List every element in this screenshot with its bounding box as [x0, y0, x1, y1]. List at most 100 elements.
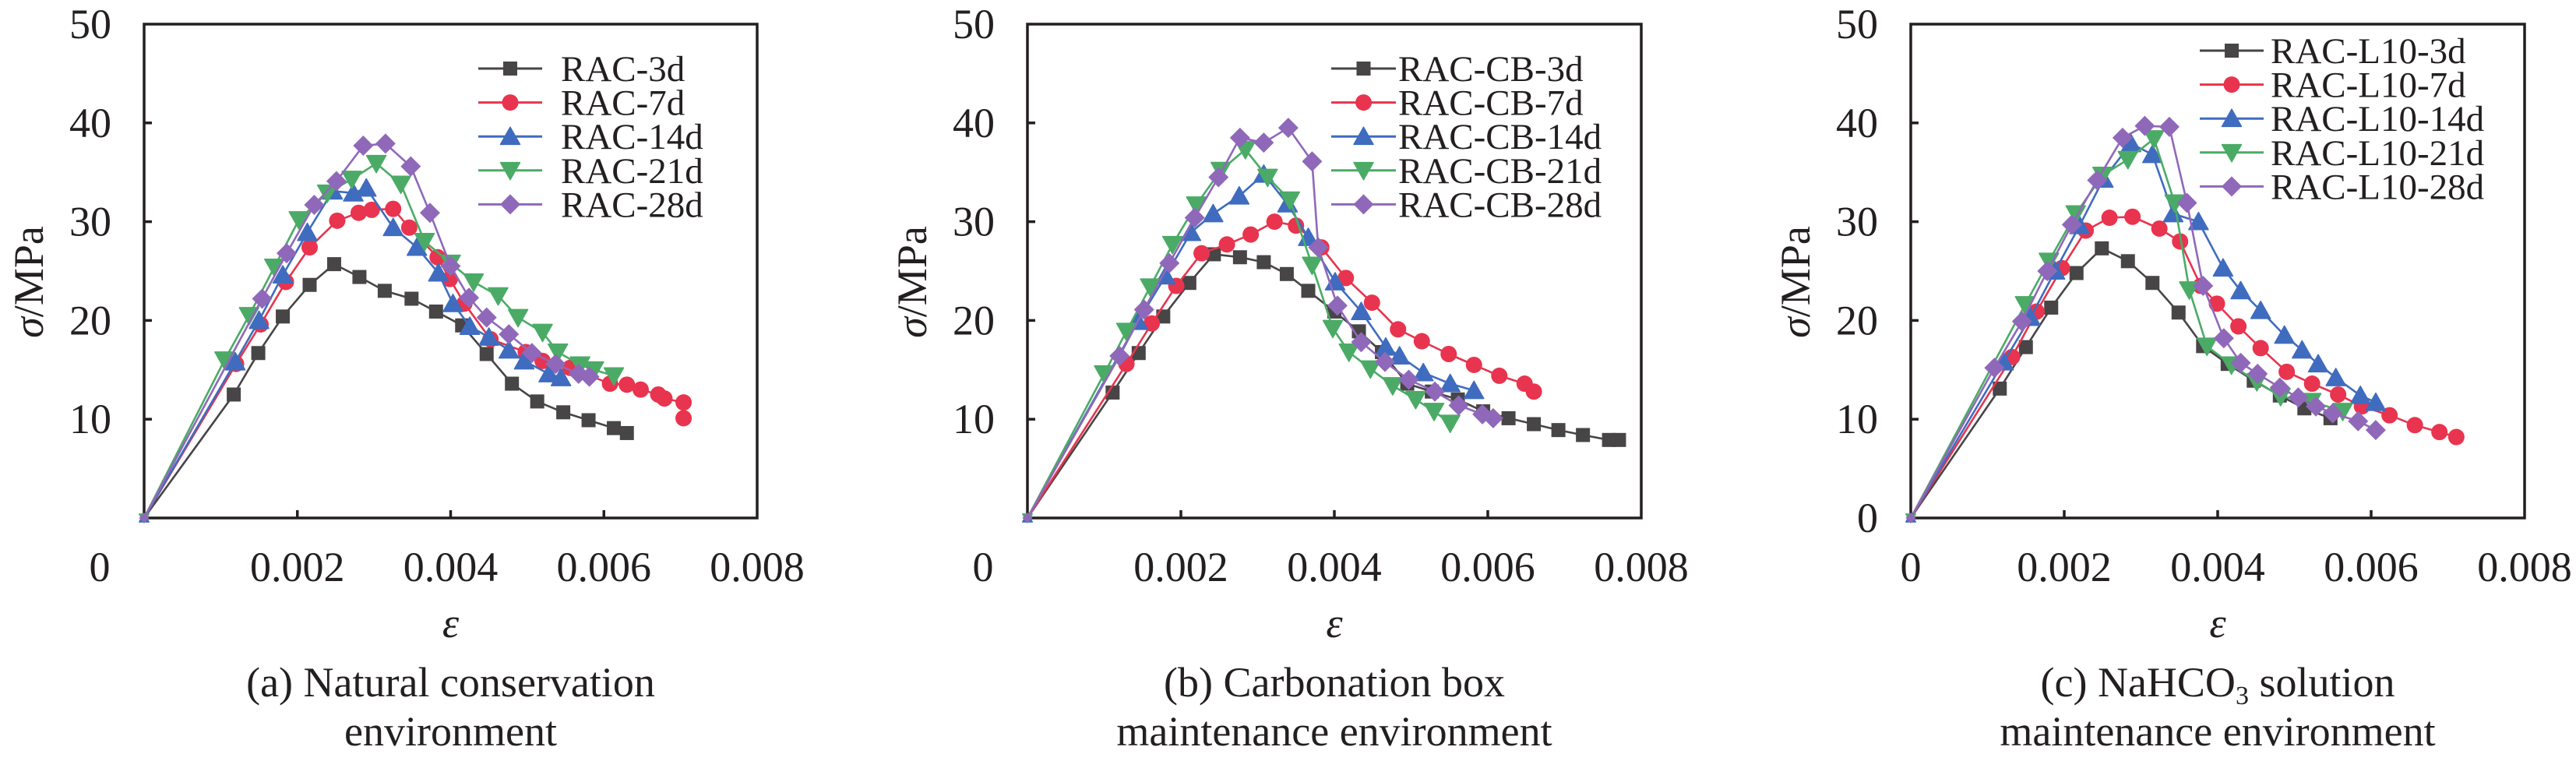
data-point-rac-l10-28d — [2348, 410, 2369, 432]
data-point-rac-14d — [272, 265, 294, 284]
y-axis-label: σ/MPa — [5, 226, 52, 338]
data-point-rac-cb-14d — [1203, 203, 1224, 223]
data-point-rac-cb-21d — [1338, 344, 1359, 362]
data-point-rac-cb-7d — [1465, 356, 1482, 373]
legend-label: RAC-CB-21d — [1398, 151, 1602, 192]
data-point-rac-cb-28d — [1253, 132, 1274, 153]
y-tick-label: 0 — [1857, 495, 1878, 541]
legend-label: RAC-L10-14d — [2271, 99, 2484, 139]
y-axis-symbol: σ — [5, 315, 52, 338]
data-point-rac-3d — [352, 270, 367, 284]
y-tick-label: 10 — [953, 396, 995, 442]
series-line-rac-28d — [143, 143, 590, 520]
legend-entry: RAC-L10-7d — [2200, 65, 2466, 106]
data-point-rac-l10-7d — [2230, 318, 2247, 335]
data-point-rac-3d — [251, 346, 266, 361]
data-point-rac-21d — [507, 308, 529, 328]
data-point-rac-cb-3d — [1501, 410, 1516, 425]
data-point-rac-cb-3d — [1612, 432, 1626, 447]
data-point-rac-cb-7d — [1144, 315, 1161, 332]
data-point-rac-cb-7d — [1242, 226, 1260, 243]
panel-caption-line1: (c) NaHCO3 solution — [2041, 659, 2395, 710]
y-tick-label: 50 — [69, 1, 111, 48]
legend-marker-square — [1356, 62, 1371, 76]
legend-label: RAC-CB-28d — [1398, 185, 1602, 225]
legend-marker-diamond — [500, 194, 520, 215]
data-point-rac-28d — [440, 255, 461, 277]
legend-marker-diamond — [1353, 194, 1374, 215]
data-point-rac-l10-14d — [2349, 386, 2371, 404]
data-point-rac-cb-28d — [1133, 299, 1154, 320]
legend-marker-square — [2225, 44, 2239, 58]
series-rac-3d — [140, 257, 634, 522]
data-point-rac-7d — [429, 248, 446, 266]
chart-panel-b: 10 20 30 40 50 0 0.002 0.004 0.006 0.008 ε σ/MPa (b)… — [889, 1, 1689, 755]
series-rac-cb-28d — [1022, 118, 1503, 523]
data-point-rac-l10-7d — [2124, 208, 2141, 225]
data-point-rac-cb-7d — [1193, 245, 1210, 262]
series-rac-l10-28d — [1905, 115, 2386, 523]
data-point-rac-cb-7d — [1413, 333, 1430, 350]
data-point-rac-7d — [632, 381, 649, 398]
data-point-rac-21d — [532, 323, 553, 343]
legend-entry: RAC-3d — [478, 49, 685, 90]
data-point-rac-l10-7d — [2431, 424, 2448, 441]
data-point-rac-28d — [545, 354, 566, 375]
data-point-rac-l10-7d — [2381, 407, 2398, 424]
data-point-rac-3d — [326, 257, 341, 272]
legend-label: RAC-CB-14d — [1398, 117, 1602, 157]
data-point-rac-7d — [363, 201, 380, 218]
y-tick-label: 20 — [953, 297, 995, 344]
data-point-rac-l10-14d — [2142, 144, 2163, 164]
legend-label: RAC-3d — [561, 49, 685, 90]
data-point-rac-28d — [304, 195, 325, 216]
data-point-rac-cb-14d — [1464, 380, 1485, 400]
data-point-rac-l10-28d — [2269, 377, 2290, 398]
data-point-rac-l10-3d — [2171, 305, 2186, 320]
data-point-rac-21d — [288, 211, 309, 230]
data-point-rac-7d — [400, 219, 418, 236]
chart-panel-c: 0 10 20 30 40 50 0 0.002 0.004 0.006 0.008 ε σ/MPa (c… — [1772, 1, 2572, 755]
data-point-rac-l10-28d — [2176, 192, 2197, 213]
y-tick-label: 30 — [69, 199, 111, 245]
x-tick-label: 0.008 — [710, 544, 805, 590]
caption-subscript: 3 — [2236, 682, 2249, 710]
data-point-rac-14d — [297, 222, 318, 241]
data-point-rac-cb-28d — [1448, 395, 1469, 416]
y-tick-label: 50 — [1836, 1, 1878, 48]
data-point-rac-cb-21d — [1405, 390, 1426, 410]
data-point-rac-14d — [478, 327, 499, 346]
y-axis-label: σ/MPa — [1772, 226, 1819, 338]
series-line-rac-3d — [143, 262, 629, 520]
data-point-rac-28d — [459, 287, 480, 308]
x-tick-label: 0.006 — [1440, 544, 1535, 590]
data-point-rac-l10-21d — [2196, 337, 2218, 357]
data-point-rac-28d — [375, 133, 396, 154]
chart-panel-a: 10 20 30 40 50 0 0.002 0.004 0.006 0.008 ε σ/MPa (a)… — [5, 1, 805, 755]
data-point-rac-14d — [550, 368, 572, 386]
data-point-rac-cb-3d — [1551, 423, 1566, 438]
x-tick-label: 0 — [973, 544, 994, 590]
legend-label: RAC-L10-7d — [2271, 65, 2466, 106]
legend-marker-diamond — [2222, 176, 2242, 197]
data-point-rac-l10-21d — [2143, 130, 2165, 149]
legend-label: RAC-L10-3d — [2271, 31, 2466, 72]
data-point-rac-28d — [521, 343, 542, 364]
caption-prefix: (a) Natural conservation — [246, 659, 655, 706]
x-tick-label: 0.008 — [2477, 544, 2572, 590]
data-point-rac-l10-3d — [2145, 276, 2160, 291]
data-point-rac-l10-14d — [2230, 280, 2251, 300]
data-point-rac-l10-28d — [2134, 115, 2155, 136]
legend-entry: RAC-CB-21d — [1331, 151, 1602, 192]
data-point-rac-14d — [442, 294, 463, 312]
data-point-rac-l10-14d — [2307, 354, 2329, 373]
data-point-rac-cb-28d — [1398, 369, 1419, 390]
legend-marker-circle — [502, 94, 519, 111]
series-rac-l10-3d — [1907, 241, 2338, 522]
data-point-rac-cb-28d — [1208, 167, 1229, 188]
data-point-rac-l10-14d — [2292, 340, 2313, 359]
data-point-rac-l10-3d — [2018, 340, 2033, 354]
data-point-rac-l10-28d — [2193, 276, 2214, 297]
y-tick-label: 50 — [953, 1, 995, 48]
data-point-rac-3d — [404, 291, 419, 306]
